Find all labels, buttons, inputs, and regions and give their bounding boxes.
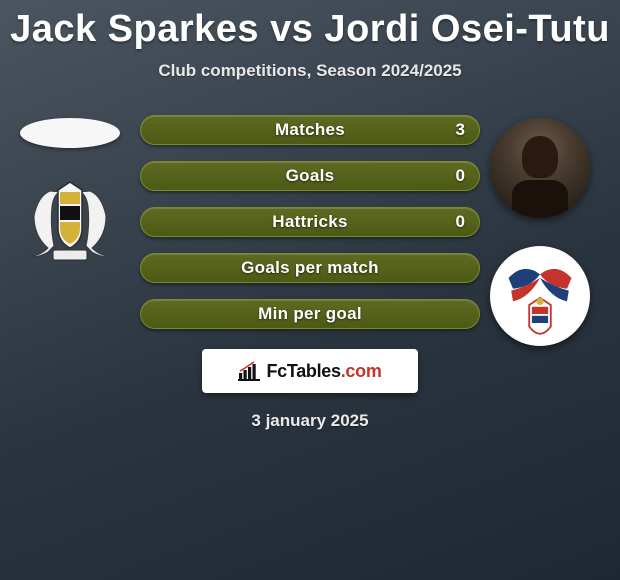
club-crest-left: [20, 176, 120, 266]
left-column: [10, 118, 130, 266]
stat-label: Hattricks: [272, 212, 347, 232]
stats-list: Matches 3 Goals 0 Hattricks 0 Goals per …: [140, 115, 480, 329]
stat-row-min-per-goal: Min per goal: [140, 299, 480, 329]
brand-text: FcTables.com: [266, 361, 381, 382]
stat-value-right: 0: [456, 166, 465, 186]
brand-badge: FcTables.com: [202, 349, 418, 393]
right-column: [480, 118, 600, 346]
stat-value-right: 0: [456, 212, 465, 232]
stat-value-right: 3: [456, 120, 465, 140]
stat-row-hattricks: Hattricks 0: [140, 207, 480, 237]
brand-tld: .com: [341, 361, 382, 381]
page-title: Jack Sparkes vs Jordi Osei-Tutu: [0, 0, 620, 51]
stat-row-goals: Goals 0: [140, 161, 480, 191]
brand-prefix: Fc: [266, 361, 286, 381]
stat-label: Min per goal: [258, 304, 362, 324]
stat-row-goals-per-match: Goals per match: [140, 253, 480, 283]
brand-chart-icon: [238, 361, 260, 381]
brand-suffix: Tables: [287, 361, 341, 381]
player-left-placeholder: [20, 118, 120, 148]
subtitle: Club competitions, Season 2024/2025: [0, 61, 620, 81]
stat-label: Matches: [275, 120, 345, 140]
stat-label: Goals: [286, 166, 335, 186]
stat-label: Goals per match: [241, 258, 379, 278]
stat-row-matches: Matches 3: [140, 115, 480, 145]
player-right-photo: [490, 118, 590, 218]
club-crest-right: [490, 246, 590, 346]
date-label: 3 january 2025: [0, 411, 620, 431]
